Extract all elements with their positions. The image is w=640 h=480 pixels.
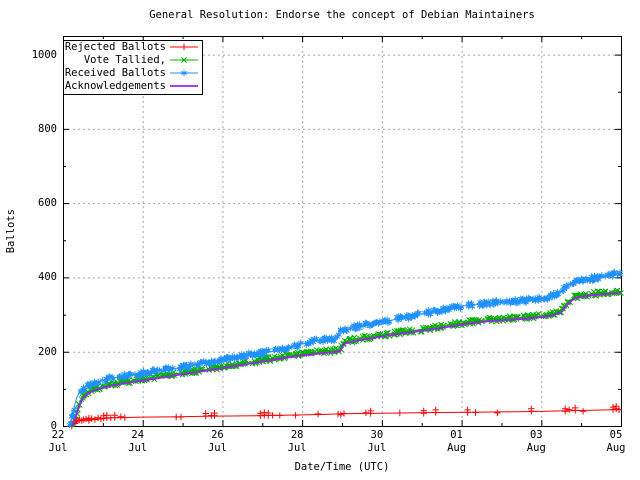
x-tick-label-day-26-Jul: 26 bbox=[211, 429, 224, 441]
x-tick-label-month-24-Jul: Jul bbox=[128, 442, 148, 454]
y-tick-label-200: 200 bbox=[38, 345, 57, 358]
legend-sample-marker-rejected-ballots bbox=[180, 43, 188, 51]
x-axis-label: Date/Time (UTC) bbox=[294, 461, 390, 473]
series-line-rejected-ballots bbox=[70, 408, 622, 427]
y-tick-label-800: 800 bbox=[38, 122, 57, 135]
legend-item-acknowledgements: Acknowledgements bbox=[64, 80, 166, 92]
series-markers-received-ballots bbox=[66, 268, 624, 429]
y-tick-label-600: 600 bbox=[38, 197, 57, 210]
x-tick-label-month-03-Aug: Aug bbox=[526, 442, 546, 454]
axis-ticks bbox=[63, 36, 622, 427]
y-tick-label-400: 400 bbox=[38, 271, 57, 284]
legend-item-rejected-ballots: Rejected Ballots bbox=[64, 41, 166, 53]
x-tick-label-day-05-Aug: 05 bbox=[609, 429, 623, 441]
x-tick-label-day-30-Jul: 30 bbox=[370, 429, 384, 441]
series-markers-vote-tallied bbox=[68, 287, 624, 428]
x-tick-label-day-28-Jul: 28 bbox=[290, 429, 304, 441]
chart-title: General Resolution: Endorse the concept … bbox=[149, 9, 535, 21]
series-line-vote-tallied bbox=[70, 291, 622, 427]
gridlines bbox=[63, 36, 621, 426]
series-markers-rejected-ballots bbox=[68, 403, 623, 430]
x-tick-label-month-26-Jul: Jul bbox=[207, 442, 227, 454]
x-tick-label-month-30-Jul: Jul bbox=[367, 442, 387, 454]
y-tick-label-1000: 1000 bbox=[31, 48, 57, 61]
x-tick-label-day-22-Jul: 22 bbox=[51, 429, 65, 441]
x-tick-label-month-01-Aug: Aug bbox=[447, 442, 467, 454]
x-tick-label-month-05-Aug: Aug bbox=[606, 442, 626, 454]
x-tick-label-month-28-Jul: Jul bbox=[287, 442, 307, 454]
x-tick-label-day-24-Jul: 24 bbox=[131, 429, 145, 441]
legend-item-received-ballots: Received Ballots bbox=[64, 67, 166, 79]
legend-sample-marker-vote-tallied bbox=[181, 57, 187, 63]
x-tick-label-day-03-Aug: 03 bbox=[529, 429, 543, 441]
series-line-acknowledgements bbox=[70, 292, 622, 427]
legend-sample-marker-received-ballots bbox=[181, 69, 187, 77]
x-tick-label-month-22-Jul: Jul bbox=[48, 442, 68, 454]
legend-item-vote-tallied: Vote Tallied, bbox=[83, 54, 166, 66]
x-tick-label-day-01-Aug: 01 bbox=[450, 429, 463, 441]
y-tick-label-0: 0 bbox=[50, 420, 57, 432]
